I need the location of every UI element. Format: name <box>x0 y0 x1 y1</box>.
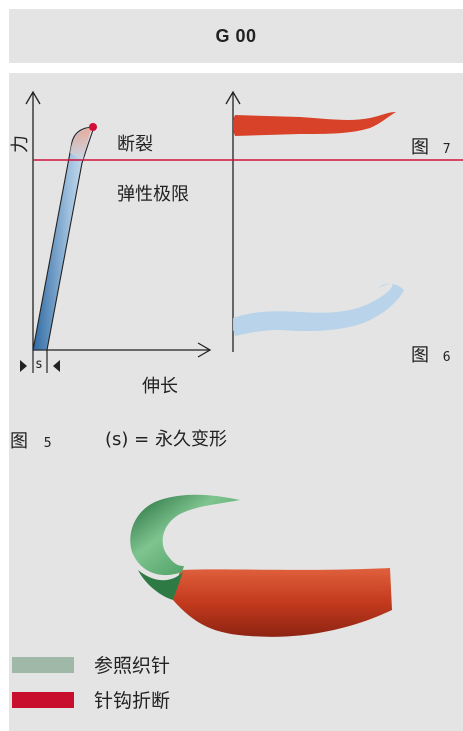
fig5-number: 5 <box>43 436 52 451</box>
legend-broken-hook: 针钩折断 <box>12 686 170 713</box>
header-bar: G 00 <box>9 9 463 63</box>
fig6-label: 图 6 <box>411 341 451 367</box>
s-arrow-right <box>53 360 60 372</box>
needle-shank-red <box>173 568 392 637</box>
legend-swatch-green <box>12 656 74 673</box>
break-label: 断裂 <box>117 134 153 155</box>
s-marker-label: s <box>35 357 43 372</box>
permanent-deformation-caption: (s) = 永久变形 <box>105 429 227 450</box>
legend-swatch-red <box>12 691 74 708</box>
plastic-zone <box>70 127 92 160</box>
fig5-text: 图 <box>10 431 28 452</box>
y-axis-arrow <box>25 90 41 105</box>
needle-hook-tail <box>138 570 183 600</box>
broken-needle-red <box>233 112 396 136</box>
needle-hook-green <box>130 494 240 576</box>
fig6-text: 图 <box>411 345 429 366</box>
y-axis-label: 力 <box>10 135 31 153</box>
deformed-needle-blue <box>233 283 404 336</box>
break-point <box>89 123 97 131</box>
fig5-label: 图 5 <box>10 427 52 453</box>
figure-axis-arrow <box>225 90 241 105</box>
header-title: G 00 <box>215 25 257 46</box>
fig7-label: 图 7 <box>411 133 451 159</box>
x-axis-label: 伸长 <box>142 376 178 397</box>
fig6-number: 6 <box>442 350 451 365</box>
legend-reference-label: 参照织针 <box>94 655 171 677</box>
legend-broken-label: 针钩折断 <box>94 690 171 712</box>
s-arrow-left <box>20 360 27 372</box>
x-axis-arrow <box>197 342 212 358</box>
legend-reference-needle: 参照织针 <box>12 651 170 678</box>
fig7-text: 图 <box>411 137 429 158</box>
elastic-limit-label: 弹性极限 <box>117 184 189 205</box>
fig7-number: 7 <box>442 142 451 157</box>
